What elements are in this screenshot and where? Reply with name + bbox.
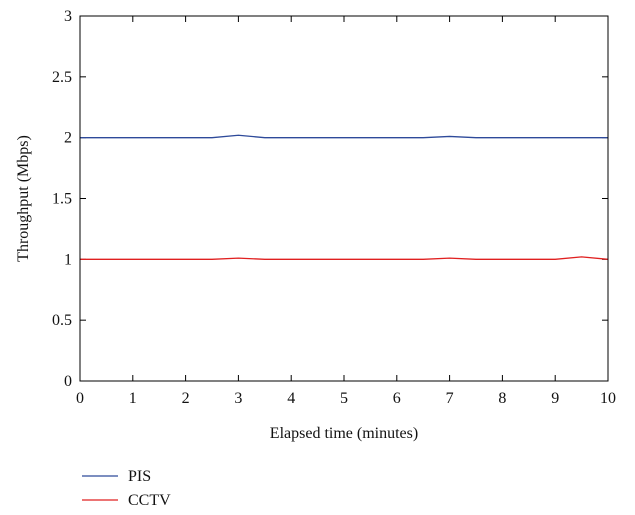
- series-line-pis: [80, 134, 608, 139]
- legend-label-cctv: CCTV: [128, 492, 171, 509]
- axis-ticks: [79, 15, 609, 382]
- x-tick-label: 5: [340, 390, 348, 407]
- y-tick-label: 1: [64, 251, 72, 268]
- x-tick-label: 0: [76, 390, 84, 407]
- x-tick-label: 10: [600, 390, 616, 407]
- y-axis-title: Throughput (Mbps): [15, 135, 32, 262]
- x-tick-label: 9: [551, 390, 559, 407]
- legend: PIS CCTV: [82, 468, 171, 509]
- x-axis-title: Elapsed time (minutes): [270, 425, 418, 442]
- x-tick-label: 2: [182, 390, 190, 407]
- series-line-cctv: [80, 256, 609, 260]
- plot-frame: [79, 15, 609, 382]
- y-tick-label: 1.5: [52, 191, 72, 208]
- x-tick-label: 8: [498, 390, 506, 407]
- y-tick-label: 2.5: [52, 69, 72, 86]
- x-tick-label: 3: [234, 390, 242, 407]
- x-tick-label: 7: [446, 390, 454, 407]
- x-tick-label: 4: [287, 390, 295, 407]
- y-tick-label: 3: [64, 8, 72, 25]
- y-tick-label: 2: [64, 130, 72, 147]
- x-tick-label: 6: [393, 390, 401, 407]
- y-tick-label: 0.5: [52, 312, 72, 329]
- y-tick-label: 0: [64, 373, 72, 390]
- legend-label-pis: PIS: [128, 468, 151, 485]
- tick-labels: 0 1 2 3 4 5 6 7 8 9 10 0 0.5 1 1.5 2 2.5 3: [52, 8, 616, 407]
- series-layer: [80, 134, 609, 260]
- x-tick-label: 1: [129, 390, 137, 407]
